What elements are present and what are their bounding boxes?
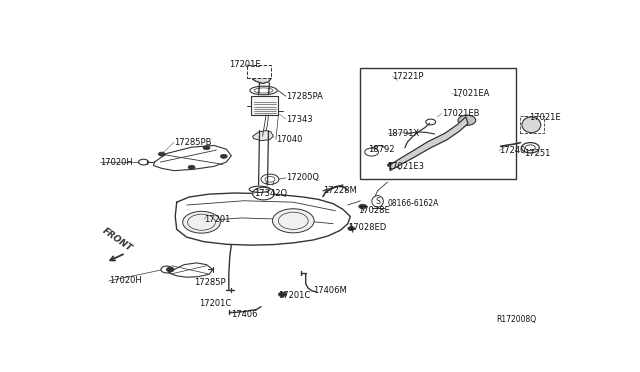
Text: 17228M: 17228M <box>323 186 356 195</box>
Text: 17240: 17240 <box>499 146 525 155</box>
Text: 17285P: 17285P <box>194 278 226 287</box>
Bar <box>520 116 544 134</box>
Text: 17200Q: 17200Q <box>286 173 319 182</box>
Text: FRONT: FRONT <box>101 226 134 253</box>
Text: 17201E: 17201E <box>229 60 260 69</box>
Circle shape <box>359 204 367 209</box>
Text: 18792: 18792 <box>367 145 394 154</box>
Text: 17040: 17040 <box>276 135 302 144</box>
Text: R172008Q: R172008Q <box>497 315 537 324</box>
Circle shape <box>182 211 220 233</box>
Circle shape <box>203 146 210 150</box>
Text: 17406: 17406 <box>231 310 258 319</box>
Text: 17028ED: 17028ED <box>348 224 386 232</box>
Circle shape <box>388 163 396 167</box>
Text: 17285PA: 17285PA <box>286 92 323 101</box>
Circle shape <box>348 227 355 231</box>
Text: 17343: 17343 <box>286 115 312 124</box>
Text: 17251: 17251 <box>524 149 550 158</box>
Text: 17021EB: 17021EB <box>442 109 479 118</box>
Circle shape <box>220 154 227 158</box>
Circle shape <box>166 267 174 272</box>
Circle shape <box>158 152 165 156</box>
Circle shape <box>278 292 286 297</box>
Text: 18791X: 18791X <box>388 129 420 138</box>
Polygon shape <box>253 131 273 141</box>
Text: 17021E3: 17021E3 <box>388 162 424 171</box>
Circle shape <box>273 209 314 233</box>
Text: 17201C: 17201C <box>199 299 231 308</box>
Text: 17201C: 17201C <box>278 291 310 300</box>
Text: 17221P: 17221P <box>392 72 424 81</box>
Bar <box>247 65 271 78</box>
Circle shape <box>253 187 275 200</box>
Polygon shape <box>253 73 271 83</box>
Text: 17406M: 17406M <box>313 286 347 295</box>
Text: 17285PB: 17285PB <box>174 138 212 147</box>
Text: 17020H: 17020H <box>100 158 132 167</box>
Circle shape <box>458 115 476 125</box>
Text: 17021EA: 17021EA <box>452 89 490 98</box>
Polygon shape <box>390 117 468 171</box>
Circle shape <box>188 165 195 169</box>
Text: 17028E: 17028E <box>358 206 390 215</box>
Bar <box>360 68 516 179</box>
Bar <box>251 96 278 115</box>
Text: 17342Q: 17342Q <box>253 189 287 198</box>
Text: 17020H: 17020H <box>109 276 141 285</box>
Text: 08166-6162A: 08166-6162A <box>388 199 439 208</box>
Text: 17021E: 17021E <box>529 113 561 122</box>
Ellipse shape <box>522 117 541 133</box>
Text: 17201: 17201 <box>204 215 230 224</box>
Text: S: S <box>375 197 380 206</box>
